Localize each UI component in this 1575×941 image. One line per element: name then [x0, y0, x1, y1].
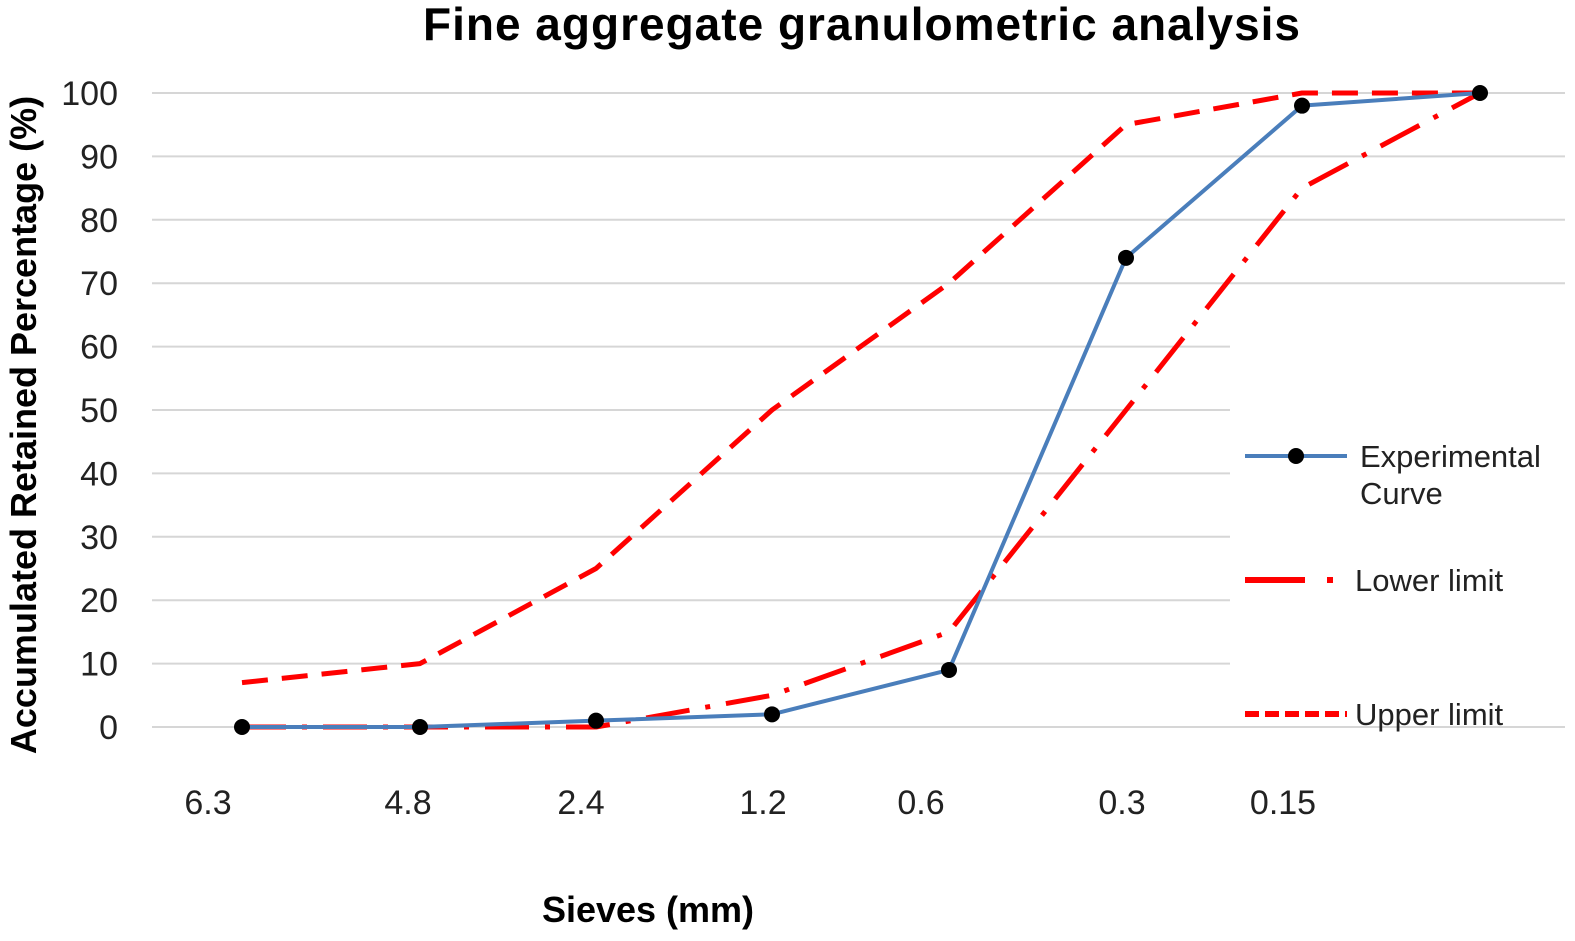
x-tick-label: 6.3 — [184, 784, 231, 822]
series-lines — [234, 85, 1488, 735]
x-axis-title: Sieves (mm) — [542, 889, 754, 930]
y-tick-label: 70 — [80, 265, 118, 303]
x-tick-label: 0.15 — [1250, 784, 1316, 822]
y-axis-title: Accumulated Retained Percentage (%) — [3, 96, 44, 754]
legend-marker — [1288, 448, 1304, 464]
y-tick-label: 100 — [61, 75, 118, 113]
y-tick-labels: 0 10 20 30 40 50 60 70 80 90 100 — [61, 75, 118, 747]
y-tick-label: 0 — [99, 709, 118, 747]
data-point — [234, 719, 250, 735]
data-point — [412, 719, 428, 735]
data-point — [588, 712, 604, 729]
y-tick-label: 80 — [80, 202, 118, 240]
y-tick-label: 40 — [80, 455, 118, 493]
x-tick-label: 4.8 — [384, 784, 431, 822]
legend-label: Upper limit — [1355, 697, 1504, 732]
data-point — [1472, 85, 1488, 101]
legend-label: Lower limit — [1355, 563, 1504, 598]
y-tick-label: 20 — [80, 582, 118, 620]
data-point — [1118, 249, 1134, 266]
series-line-experimental-curve — [242, 91, 1481, 729]
series-line-lower-limit — [242, 90, 1482, 730]
x-tick-labels: 6.3 4.8 2.4 1.2 0.6 0.3 0.15 — [184, 784, 1316, 822]
data-point — [1294, 97, 1310, 114]
x-tick-label: 1.2 — [739, 784, 786, 822]
series-line-upper-limit — [241, 90, 1480, 686]
x-tick-label: 0.3 — [1098, 784, 1145, 822]
gridlines — [152, 92, 1565, 728]
y-tick-label: 60 — [80, 329, 118, 367]
legend-label: Curve — [1360, 476, 1443, 511]
y-tick-label: 10 — [80, 646, 118, 684]
x-tick-label: 0.6 — [897, 784, 944, 822]
x-tick-label: 2.4 — [557, 784, 604, 822]
y-tick-label: 30 — [80, 519, 118, 557]
y-tick-label: 50 — [80, 392, 118, 430]
legend-label: Experimental — [1360, 439, 1541, 474]
y-tick-label: 90 — [80, 138, 118, 176]
data-point — [764, 706, 780, 723]
data-point — [941, 661, 957, 678]
chart-title: Fine aggregate granulometric analysis — [423, 0, 1301, 50]
